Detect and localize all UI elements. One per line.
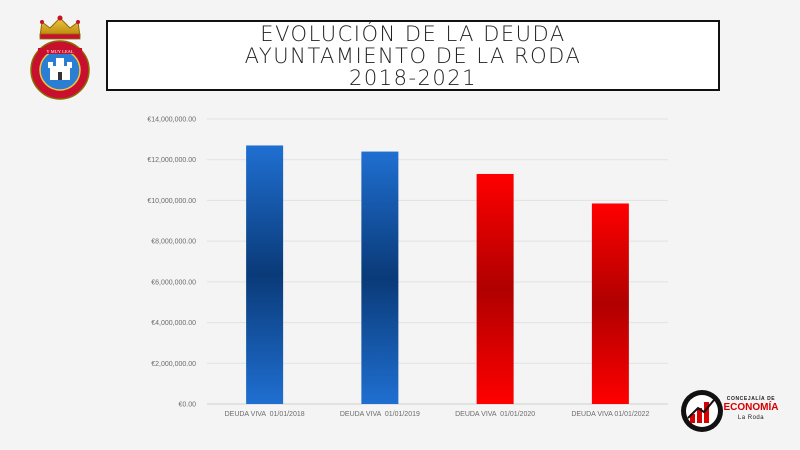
x-tick-label: DEUDA VIVA 01/01/2018 [225,411,305,418]
y-tick-label: €14,000,000.00 [147,117,196,124]
economia-logo-text: CONCEJALÍA DE ECONOMÍA La Roda [722,396,780,421]
bars [246,145,629,404]
logo-sub-text: La Roda [737,415,765,421]
y-tick-label: €12,000,000.00 [147,157,196,164]
x-tick-label: DEUDA VIVA 01/01/2019 [340,411,420,418]
y-tick-label: €2,000,000.00 [151,361,196,368]
title-box: EVOLUCIÓN DE LA DEUDA AYUNTAMIENTO DE LA… [106,20,720,91]
crest-logo: Y MUY LEAL [30,15,90,100]
x-axis: DEUDA VIVA 01/01/2018 DEUDA VIVA 01/01/20… [225,411,650,418]
title-line-3: 2018-2021 [349,65,477,90]
title-line-1: EVOLUCIÓN DE LA DEUDA [260,21,566,46]
title-line-2: AYUNTAMIENTO DE LA RODA [244,43,582,68]
economia-logo [681,390,723,432]
y-tick-label: €6,000,000.00 [151,279,196,286]
y-axis: €0.00 €2,000,000.00 €4,000,000.00 €6,000,00… [147,117,196,409]
bar [476,173,514,404]
logo-main-text: ECONOMÍA [723,402,779,413]
y-tick-label: €0.00 [178,402,196,409]
bar [591,203,629,404]
bar [361,151,399,404]
y-tick-label: €4,000,000.00 [151,320,196,327]
x-tick-label: DEUDA VIVA 01/01/2022 [571,411,649,418]
gridlines [207,118,668,405]
y-tick-label: €10,000,000.00 [147,198,196,205]
x-tick-label: DEUDA VIVA 01/01/2020 [455,411,535,418]
y-tick-label: €8,000,000.00 [151,239,196,246]
crest-motto: Y MUY LEAL [46,49,73,54]
bar [246,145,284,404]
logo-small-text: CONCEJALÍA DE [726,396,776,402]
